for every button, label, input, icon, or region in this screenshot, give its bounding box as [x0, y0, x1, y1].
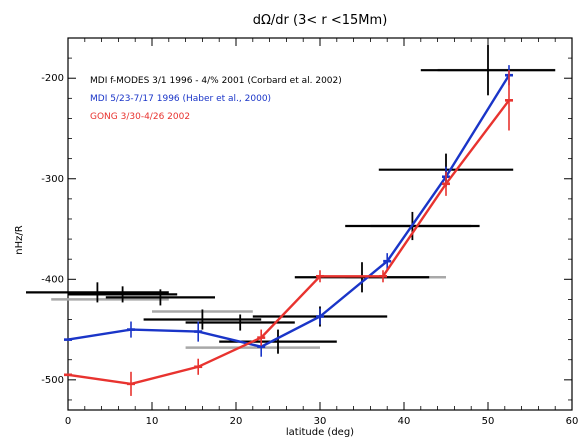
x-tick-label: 20	[230, 416, 243, 427]
y-axis-label: nHz/R	[14, 225, 25, 254]
legend-entry-corbard: MDI f-MODES 3/1 1996 - 4/% 2001 (Corbard…	[90, 76, 342, 86]
y-tick-label: -300	[41, 174, 64, 185]
x-tick-label: 10	[146, 416, 159, 427]
y-tick-label: -400	[41, 274, 64, 285]
legend-entry-gong: GONG 3/30-4/26 2002	[90, 112, 190, 122]
series-line-1	[67, 74, 511, 348]
x-tick-label: 50	[482, 416, 495, 427]
x-axis-label: latitude (deg)	[286, 427, 354, 438]
y-tick-label: -200	[41, 73, 64, 84]
x-tick-label: 30	[314, 416, 327, 427]
legend-entry-haber: MDI 5/23-7/17 1996 (Haber et al., 2000)	[90, 94, 271, 104]
series-line-2	[67, 99, 510, 386]
legend: MDI f-MODES 3/1 1996 - 4/% 2001 (Corbard…	[90, 76, 342, 122]
chart-title: dΩ/dr (3< r <15Mm)	[253, 13, 388, 28]
x-tick-label: 60	[566, 416, 579, 427]
y-tick-label: -500	[41, 375, 64, 386]
x-tick-label: 40	[398, 416, 411, 427]
x-tick-label: 0	[65, 416, 71, 427]
